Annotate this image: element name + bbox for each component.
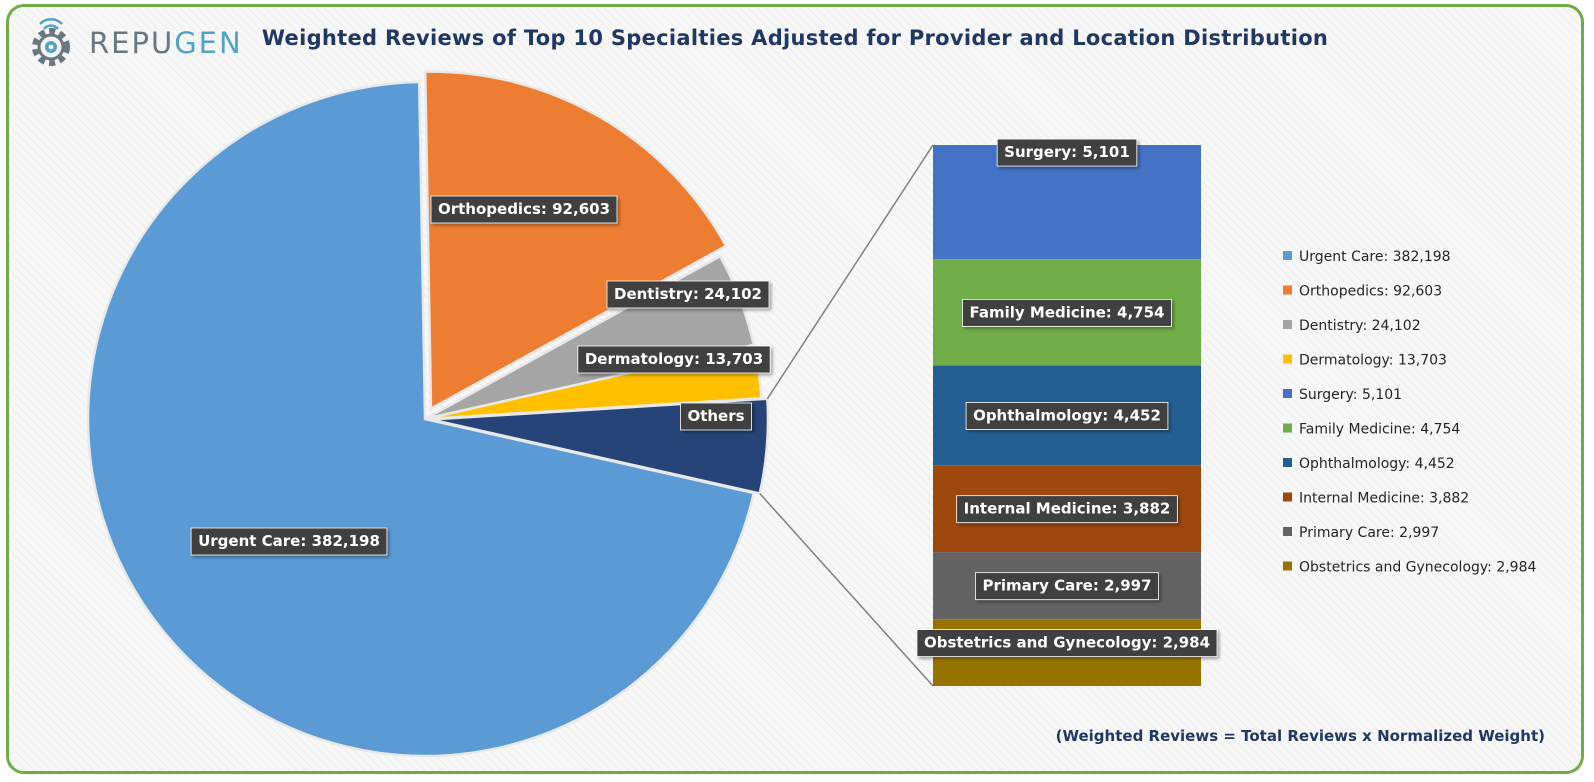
bar-label-surgery: Surgery: 5,101 [996, 138, 1138, 167]
pie-label-dentistry-text: Dentistry: 24,102 [614, 285, 762, 303]
legend-label-orthopedics: Orthopedics: 92,603 [1299, 284, 1442, 300]
bar-label-surgery-box [996, 138, 1138, 167]
legend-label-internal-medicine: Internal Medicine: 3,882 [1299, 491, 1469, 507]
connector-line-bottom [759, 493, 934, 687]
pie-label-others-text: Others [687, 407, 744, 425]
pie-label-urgent-care-box [190, 527, 388, 556]
legend-label-surgery: Surgery: 5,101 [1299, 387, 1402, 403]
brand-name: REPUGEN [89, 26, 243, 60]
pie-label-dermatology: Dermatology: 13,703 [577, 345, 771, 374]
legend-marker-primary-care [1283, 527, 1292, 536]
pie-label-dentistry: Dentistry: 24,102 [606, 280, 770, 309]
pie-label-urgent-care: Urgent Care: 382,198 [190, 527, 388, 556]
chart-title: Weighted Reviews of Top 10 Specialties A… [261, 26, 1329, 50]
legend-marker-orthopedics [1283, 285, 1292, 295]
pie-label-urgent-care-text: Urgent Care: 382,198 [198, 532, 380, 550]
pie-label-orthopedics: Orthopedics: 92,603 [430, 195, 618, 224]
connector-line-top [766, 144, 934, 400]
legend-marker-dentistry [1283, 320, 1292, 329]
legend-label-urgent-care: Urgent Care: 382,198 [1299, 249, 1451, 265]
bar-label-ophthalmology-text: Ophthalmology: 4,452 [973, 406, 1161, 424]
legend-marker-obstetrics-and-gynecology [1283, 561, 1292, 571]
pie-label-dermatology-text: Dermatology: 13,703 [585, 350, 763, 368]
bar-label-internal-medicine: Internal Medicine: 3,882 [956, 495, 1178, 524]
bar-label-obstetrics-and-gynecology-box [916, 629, 1218, 658]
legend-label-primary-care: Primary Care: 2,997 [1299, 525, 1439, 541]
legend-marker-ophthalmology [1283, 458, 1292, 467]
bar-label-primary-care: Primary Care: 2,997 [975, 572, 1159, 601]
repugen-logo: REPUGEN [25, 17, 265, 73]
gear-signal-icon [32, 17, 70, 66]
legend-marker-dermatology [1283, 354, 1292, 364]
pie-label-others: Others [680, 402, 752, 431]
legend-marker-family-medicine [1283, 423, 1292, 433]
legend-label-dentistry: Dentistry: 24,102 [1299, 318, 1421, 334]
pie-label-dentistry-box [606, 280, 770, 309]
formula-footnote: (Weighted Reviews = Total Reviews x Norm… [1055, 727, 1545, 745]
legend-marker-surgery [1283, 389, 1292, 398]
pie-slice-orthopedics [423, 70, 728, 411]
bar-label-ophthalmology: Ophthalmology: 4,452 [965, 402, 1169, 430]
bar-label-primary-care-box [975, 572, 1159, 601]
legend-label-ophthalmology: Ophthalmology: 4,452 [1299, 456, 1455, 472]
pie-label-others-box [680, 402, 752, 431]
bar-label-obstetrics-and-gynecology: Obstetrics and Gynecology: 2,984 [916, 629, 1218, 658]
bar-label-primary-care-text: Primary Care: 2,997 [982, 577, 1151, 595]
bar-label-ophthalmology-box [965, 402, 1169, 430]
bar-label-obstetrics-and-gynecology-text: Obstetrics and Gynecology: 2,984 [924, 634, 1210, 652]
bar-label-family-medicine: Family Medicine: 4,754 [962, 298, 1172, 327]
bar-label-family-medicine-box [962, 298, 1172, 327]
pie-label-orthopedics-text: Orthopedics: 92,603 [438, 200, 610, 218]
pie-label-orthopedics-box [430, 195, 618, 224]
bar-label-internal-medicine-box [956, 495, 1178, 524]
legend-label-family-medicine: Family Medicine: 4,754 [1299, 422, 1460, 438]
legend-label-obstetrics-and-gynecology: Obstetrics and Gynecology: 2,984 [1299, 560, 1536, 576]
pie-slice-urgent-care [86, 80, 756, 758]
legend-marker-urgent-care [1283, 251, 1292, 260]
bar-label-internal-medicine-text: Internal Medicine: 3,882 [964, 500, 1171, 518]
legend-marker-internal-medicine [1283, 492, 1292, 502]
legend-label-dermatology: Dermatology: 13,703 [1299, 353, 1447, 369]
pie-label-dermatology-box [577, 345, 771, 374]
bar-label-surgery-text: Surgery: 5,101 [1004, 143, 1130, 161]
bar-label-family-medicine-text: Family Medicine: 4,754 [970, 303, 1165, 321]
